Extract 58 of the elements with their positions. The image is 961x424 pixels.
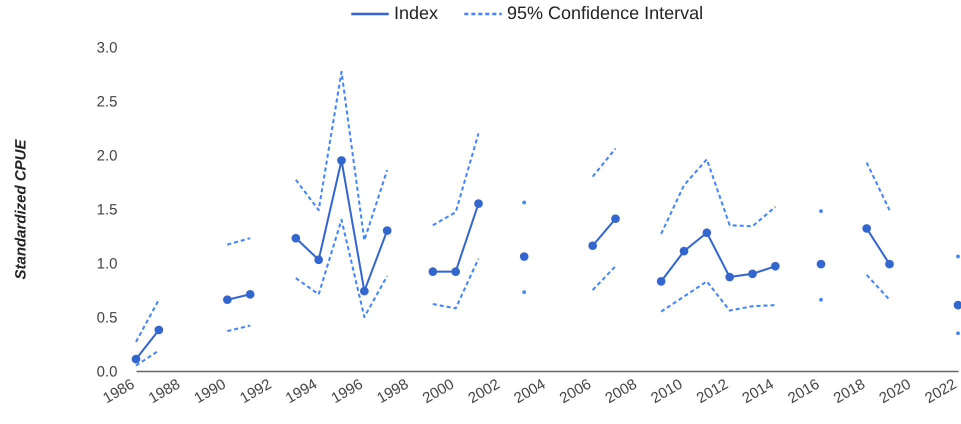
x-tick-label: 2004 [511, 376, 548, 408]
x-tick-label: 1998 [374, 376, 412, 408]
point [132, 354, 140, 364]
point [522, 200, 526, 204]
point [885, 260, 894, 268]
point [954, 300, 961, 310]
legend-label: Index [394, 3, 438, 23]
x-tick-label: 1988 [146, 376, 184, 408]
point [611, 214, 620, 224]
point [956, 254, 960, 258]
point [154, 326, 164, 334]
y-tick-label: 2.5 [96, 94, 118, 110]
x-tick-label: 2002 [465, 376, 503, 408]
point [382, 226, 392, 235]
x-tick-label: 2008 [602, 376, 640, 408]
point [292, 234, 300, 242]
point [816, 260, 826, 268]
x-tick-label: 2012 [694, 376, 732, 408]
point [314, 255, 323, 264]
x-tick-label: 1992 [237, 376, 274, 408]
point [725, 272, 734, 282]
point [588, 241, 597, 250]
y-tick-label: 1.0 [96, 256, 118, 272]
point [771, 262, 780, 271]
point [702, 228, 712, 238]
x-tick-label: 1996 [328, 376, 366, 408]
y-axis-title: Standardized CPUE [12, 138, 30, 280]
point [819, 209, 823, 214]
y-tick-label: 2.0 [96, 148, 118, 164]
point [656, 277, 666, 286]
y-tick-label: 0.5 [96, 310, 118, 326]
point [819, 298, 823, 302]
x-tick-label: 1994 [282, 376, 320, 408]
point [680, 246, 688, 256]
y-tick-label: 1.5 [96, 202, 118, 218]
point [748, 269, 757, 278]
x-tick-label: 2010 [648, 376, 686, 408]
point [474, 199, 483, 208]
x-tick-label: 2020 [876, 376, 914, 408]
legend-label: 95% Confidence Interval [507, 3, 704, 23]
x-tick-label: 2000 [420, 376, 458, 408]
point [223, 295, 232, 304]
point [428, 267, 438, 276]
x-tick-label: 2016 [785, 376, 822, 408]
point [520, 252, 528, 261]
point [522, 290, 526, 294]
x-tick-label: 2022 [922, 376, 960, 408]
x-tick-label: 2018 [830, 376, 868, 408]
x-tick-label: 2014 [739, 376, 777, 408]
point [246, 290, 254, 299]
x-tick-label: 2006 [556, 376, 594, 408]
point [360, 286, 369, 296]
point [862, 224, 871, 233]
point [337, 156, 346, 165]
point [451, 267, 460, 276]
point [956, 331, 960, 336]
x-tick-label: 1990 [191, 376, 229, 408]
y-tick-label: 3.0 [96, 40, 118, 56]
